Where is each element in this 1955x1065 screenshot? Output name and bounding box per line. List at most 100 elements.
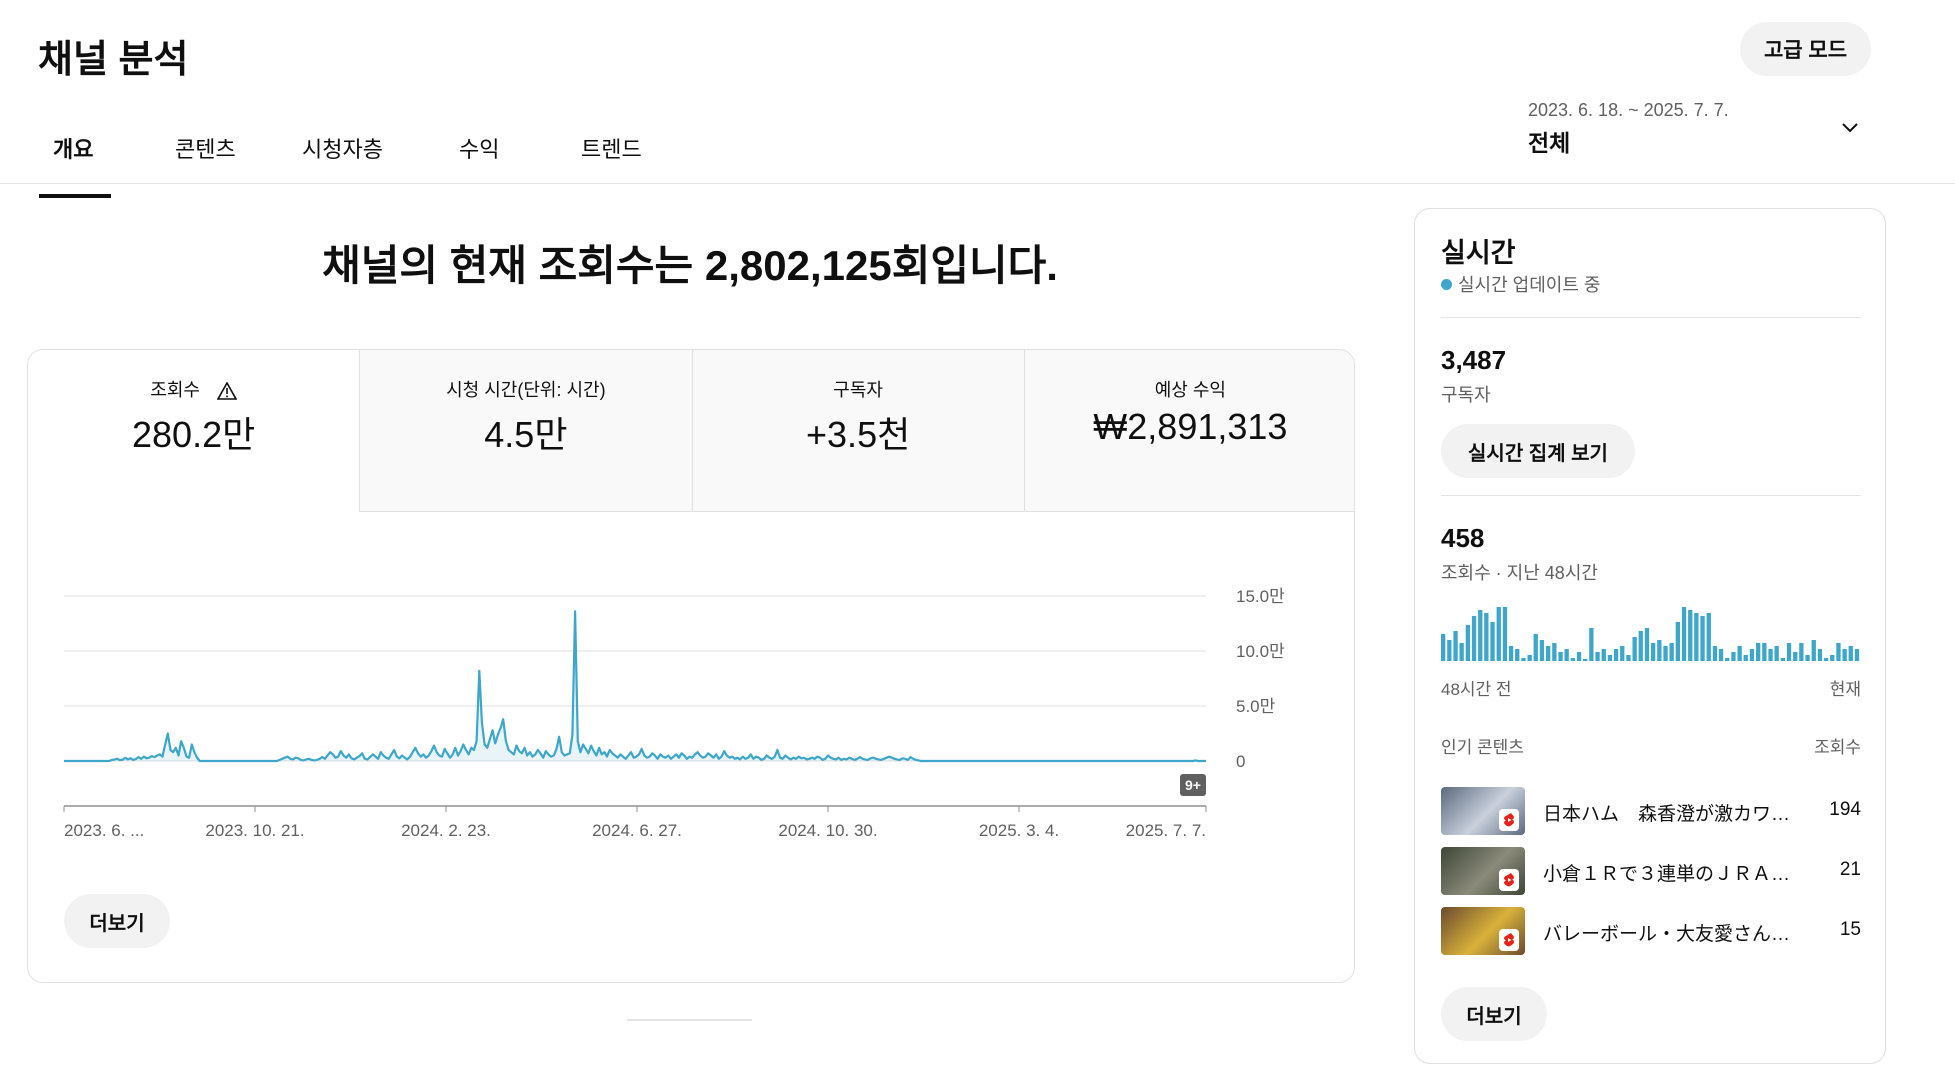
hourly-bar[interactable] xyxy=(1700,616,1705,661)
hourly-bar[interactable] xyxy=(1854,649,1860,661)
hourly-bar[interactable] xyxy=(1756,643,1761,661)
hourly-bar[interactable] xyxy=(1459,643,1464,661)
hourly-bar[interactable] xyxy=(1712,646,1718,661)
hourly-bar[interactable] xyxy=(1546,646,1551,661)
hourly-bar[interactable] xyxy=(1595,652,1600,661)
hourly-bar[interactable] xyxy=(1848,646,1853,661)
date-selected-text: 전체 xyxy=(1528,130,1571,156)
hourly-bar[interactable] xyxy=(1688,610,1693,661)
hourly-bar[interactable] xyxy=(1836,643,1841,661)
hourly-bar[interactable] xyxy=(1793,652,1798,661)
advanced-mode-button[interactable]: 고급 모드 xyxy=(1740,22,1871,76)
hourly-bar[interactable] xyxy=(1589,628,1594,661)
hourly-bar[interactable] xyxy=(1632,637,1637,661)
metric-watch-time[interactable]: 시청 시간(단위: 시간) 4.5만 xyxy=(359,350,692,512)
realtime-see-more-button[interactable]: 더보기 xyxy=(1441,987,1547,1041)
hourly-bar[interactable] xyxy=(1441,634,1446,661)
hourly-bar[interactable] xyxy=(1558,652,1563,661)
hourly-bar[interactable] xyxy=(1651,643,1656,661)
popular-item[interactable]: 小倉１Ｒで３連単のＪＲＡ最高配当 21 xyxy=(1441,847,1861,895)
hourly-bar[interactable] xyxy=(1478,610,1483,661)
hourly-bar[interactable] xyxy=(1786,643,1792,661)
hourly-bar[interactable] xyxy=(1471,616,1477,661)
x-tick-label: 2025. 7. 7. xyxy=(1126,821,1206,840)
hourly-bar[interactable] xyxy=(1484,613,1489,661)
hourly-bar[interactable] xyxy=(1583,659,1588,661)
hourly-bar[interactable] xyxy=(1570,658,1575,661)
hourly-bar[interactable] xyxy=(1737,646,1742,661)
hourly-bar[interactable] xyxy=(1774,646,1779,661)
popular-item[interactable]: 日本ハム 森香澄が激カワ始球式 194 xyxy=(1441,787,1861,835)
carousel-indicator xyxy=(627,1019,752,1021)
hourly-bar[interactable] xyxy=(1657,640,1662,661)
hourly-bar[interactable] xyxy=(1725,658,1730,661)
hourly-bar[interactable] xyxy=(1663,646,1668,661)
hourly-bar[interactable] xyxy=(1613,649,1619,661)
tab-active-indicator xyxy=(39,194,111,198)
tab-trends[interactable]: 트렌드 xyxy=(581,132,642,198)
hourly-bar[interactable] xyxy=(1694,613,1699,661)
hourly-bar[interactable] xyxy=(1823,658,1829,661)
hourly-bar[interactable] xyxy=(1453,631,1458,661)
realtime-status-text: 실시간 업데이트 중 xyxy=(1458,275,1601,295)
hourly-bar[interactable] xyxy=(1644,628,1650,661)
hourly-bar[interactable] xyxy=(1552,643,1557,661)
tab-revenue[interactable]: 수익 xyxy=(459,132,499,198)
hourly-bar[interactable] xyxy=(1731,652,1736,661)
hourly-bar[interactable] xyxy=(1465,625,1470,661)
metric-subscribers[interactable]: 구독자 +3.5천 xyxy=(691,350,1024,512)
hourly-bar[interactable] xyxy=(1533,634,1538,661)
hourly-bar[interactable] xyxy=(1743,655,1748,661)
hourly-bar[interactable] xyxy=(1811,640,1816,661)
hourly-bar[interactable] xyxy=(1521,658,1526,661)
hourly-bar[interactable] xyxy=(1675,622,1680,661)
hourly-bar[interactable] xyxy=(1817,649,1823,661)
hourly-bar[interactable] xyxy=(1496,607,1501,661)
hourly-bar[interactable] xyxy=(1527,655,1532,661)
hourly-bar[interactable] xyxy=(1681,607,1687,661)
hourly-bar[interactable] xyxy=(1638,631,1643,661)
hourly-views-bar-chart[interactable] xyxy=(1415,209,1887,669)
metric-label: 예상 수익 xyxy=(1154,380,1226,400)
tab-audience[interactable]: 시청자층 xyxy=(302,132,383,198)
see-more-button[interactable]: 더보기 xyxy=(64,894,170,948)
hourly-bar[interactable] xyxy=(1830,655,1835,661)
annotation-badge[interactable]: 9+ xyxy=(1180,774,1206,796)
hourly-bar[interactable] xyxy=(1601,649,1606,661)
hourly-bar[interactable] xyxy=(1447,640,1452,661)
hourly-bar[interactable] xyxy=(1576,652,1582,661)
metric-views[interactable]: 조회수 280.2만 xyxy=(28,350,360,512)
hourly-bar[interactable] xyxy=(1564,649,1569,661)
hourly-bar[interactable] xyxy=(1780,658,1785,661)
realtime-subscribers-value: 3,487 xyxy=(1441,345,1507,375)
hourly-bar[interactable] xyxy=(1515,649,1520,661)
hourly-bar[interactable] xyxy=(1508,646,1514,661)
realtime-aggregate-button[interactable]: 실시간 집계 보기 xyxy=(1441,424,1635,478)
hourly-bar[interactable] xyxy=(1805,655,1810,661)
hourly-bar[interactable] xyxy=(1490,622,1495,661)
shorts-icon xyxy=(1499,929,1519,951)
hourly-bar[interactable] xyxy=(1842,649,1847,661)
hourly-bar[interactable] xyxy=(1539,640,1545,661)
video-thumbnail xyxy=(1441,907,1525,955)
hourly-bar[interactable] xyxy=(1718,649,1724,661)
hourly-bar[interactable] xyxy=(1706,613,1711,661)
metric-revenue[interactable]: 예상 수익 ₩2,891,313 xyxy=(1023,350,1354,512)
popular-item[interactable]: バレーボール・大友愛さんの長女 15 xyxy=(1441,907,1861,955)
tab-overview[interactable]: 개요 xyxy=(39,132,125,198)
series-line xyxy=(64,610,1206,763)
hourly-bar[interactable] xyxy=(1768,649,1773,661)
date-filter[interactable]: 2023. 6. 18. ~ 2025. 7. 7. 전체 xyxy=(1520,92,1870,162)
warning-icon[interactable] xyxy=(216,382,237,401)
tab-content[interactable]: 콘텐츠 xyxy=(175,132,236,198)
hourly-bar[interactable] xyxy=(1749,649,1755,661)
hourly-bar[interactable] xyxy=(1626,655,1631,661)
hourly-bar[interactable] xyxy=(1762,643,1767,661)
hourly-bar[interactable] xyxy=(1607,655,1613,661)
hourly-bar[interactable] xyxy=(1799,643,1804,661)
y-tick-label: 5.0만 xyxy=(1236,697,1276,716)
views-line-chart[interactable]: 15.0만 10.0만 5.0만 0 2023. 6. ... 2023. 10. 21.… xyxy=(28,350,1355,983)
hourly-bar[interactable] xyxy=(1502,607,1508,661)
hourly-bar[interactable] xyxy=(1620,646,1625,661)
hourly-bar[interactable] xyxy=(1669,643,1674,661)
